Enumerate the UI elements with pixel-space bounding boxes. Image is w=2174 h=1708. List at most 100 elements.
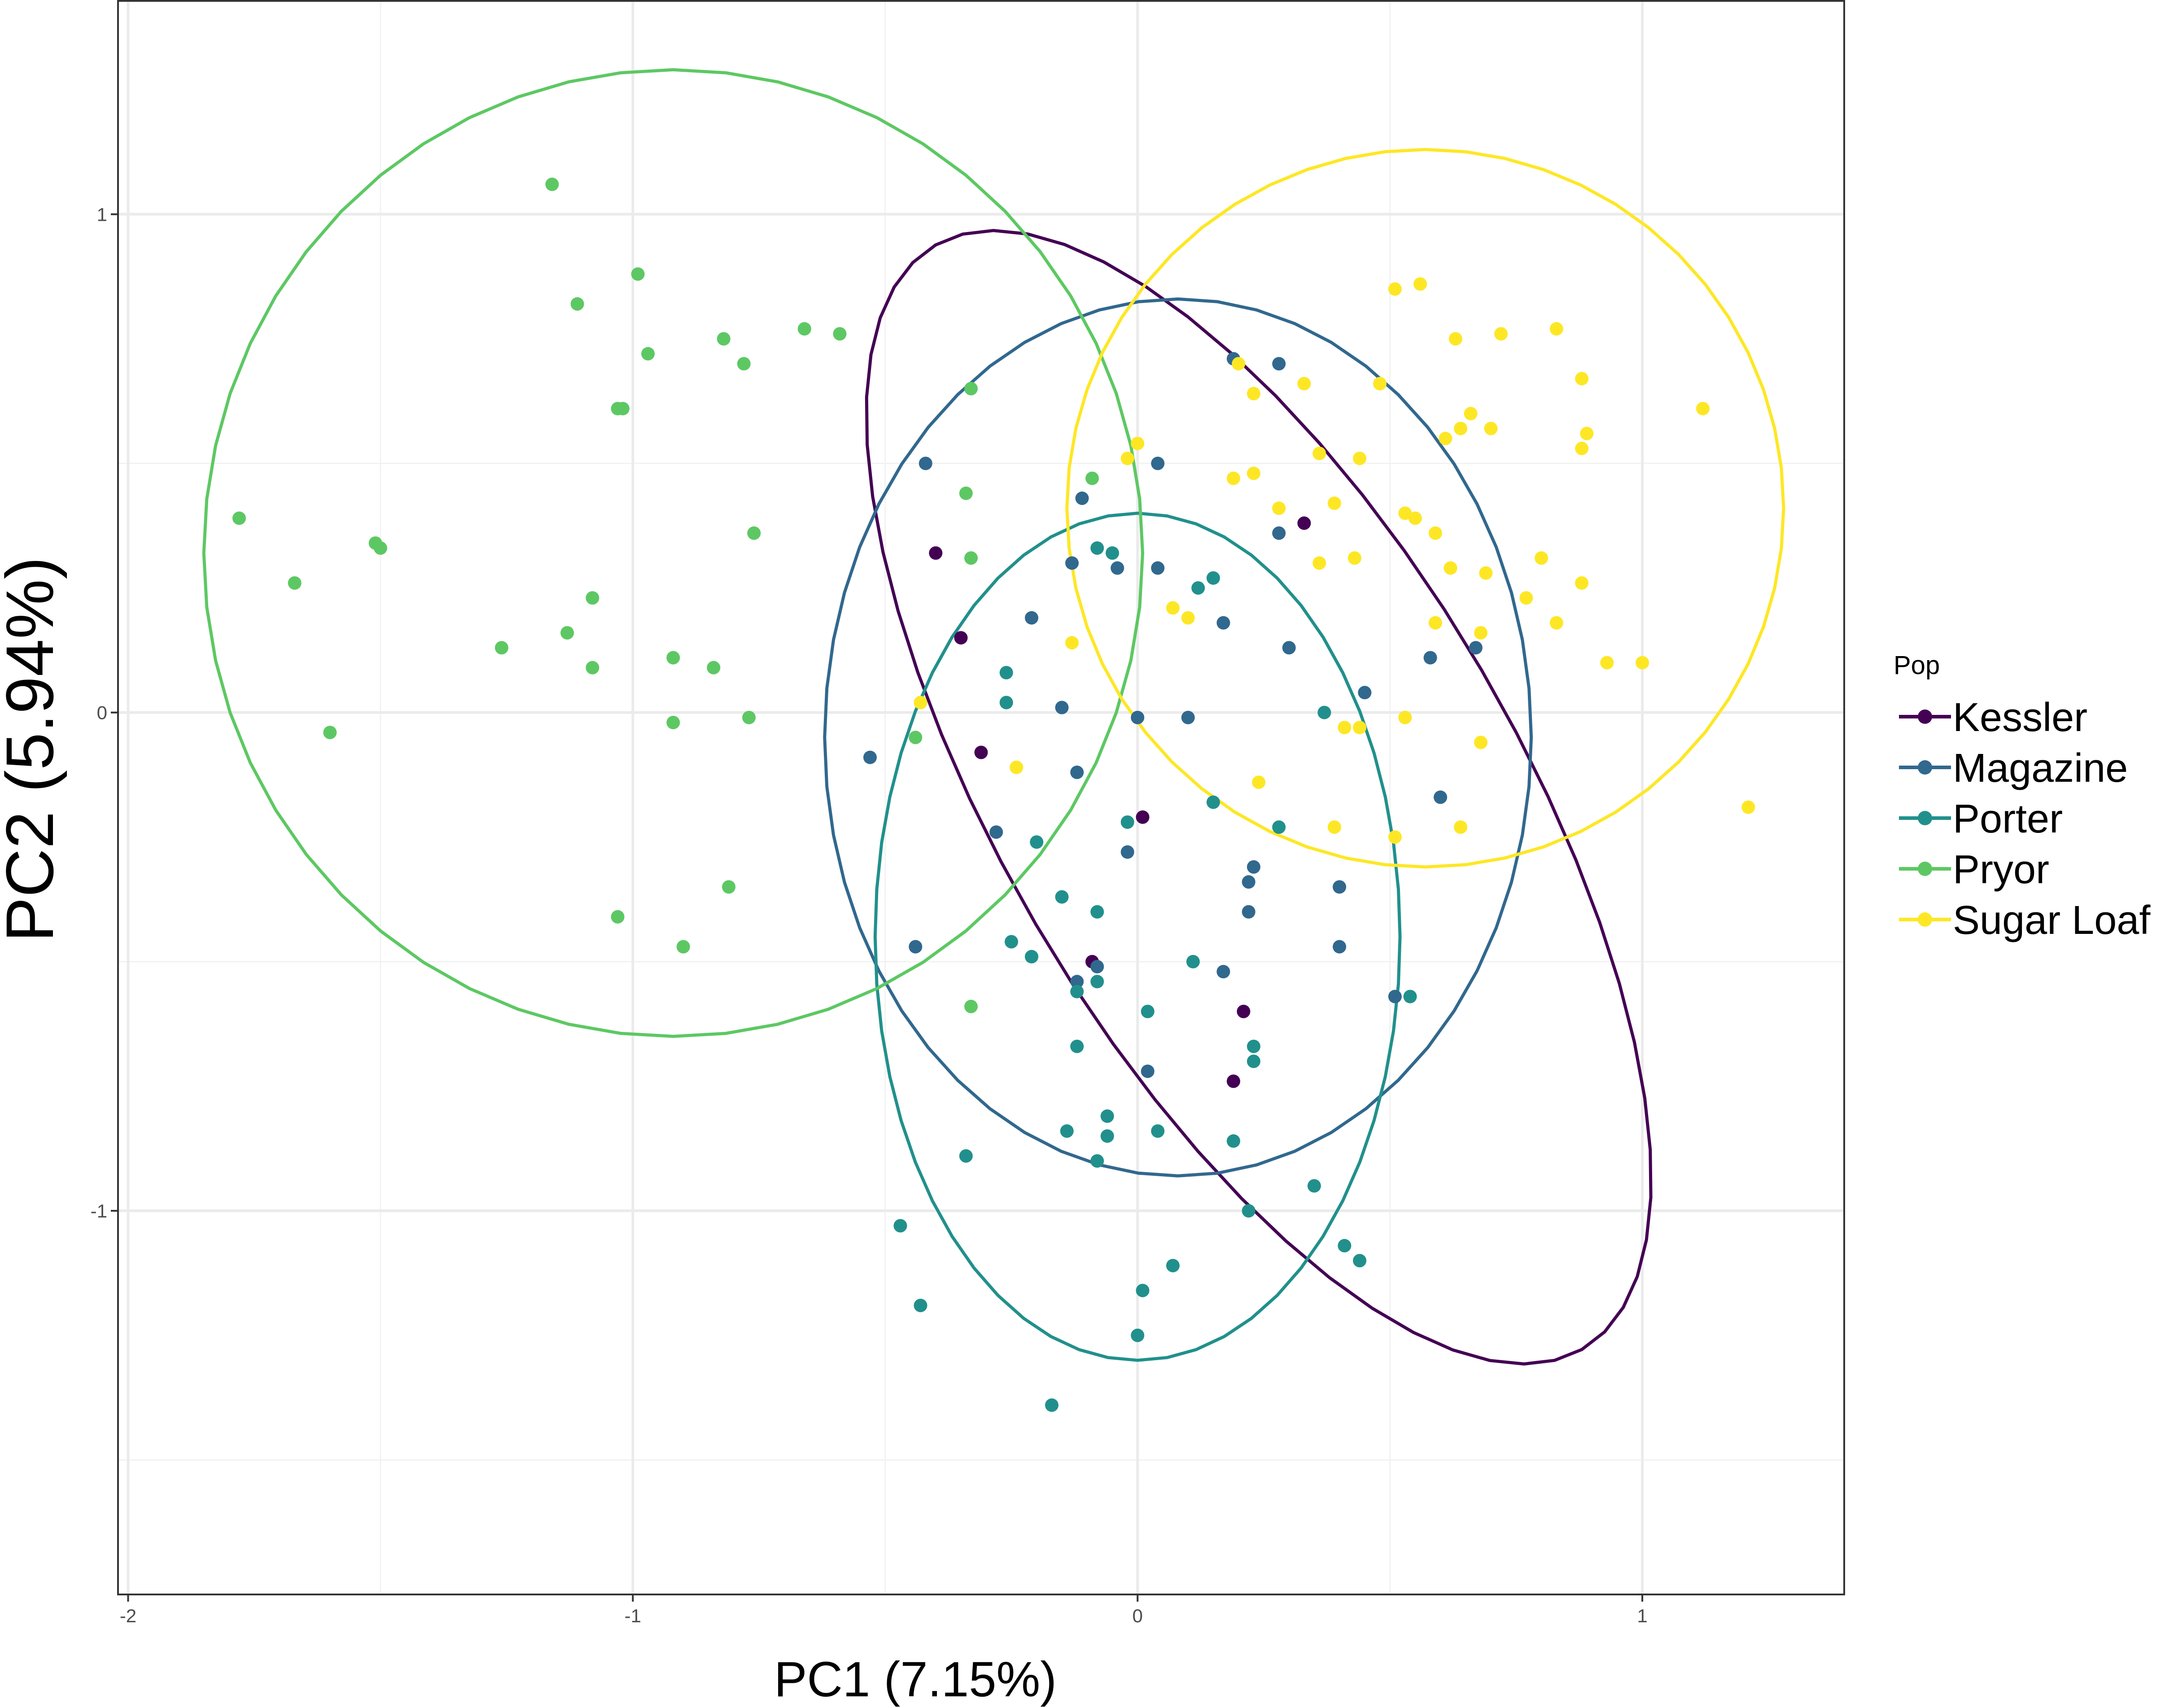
legend-label-pryor: Pryor <box>1953 847 2049 892</box>
point-porter <box>1338 1239 1352 1253</box>
point-sugar-loaf <box>1398 710 1412 724</box>
point-sugar-loaf <box>1338 721 1352 735</box>
point-porter <box>1317 705 1331 719</box>
point-sugar-loaf <box>1010 760 1024 774</box>
point-kessler <box>974 745 988 759</box>
point-porter <box>1226 1134 1240 1148</box>
point-magazine <box>1247 860 1260 874</box>
point-porter <box>999 696 1013 709</box>
point-sugar-loaf <box>1353 721 1367 735</box>
point-magazine <box>919 456 932 470</box>
point-sugar-loaf <box>1549 616 1563 630</box>
point-sugar-loaf <box>1474 736 1488 749</box>
point-porter <box>1166 1259 1180 1273</box>
grid-minor <box>118 0 1844 1594</box>
point-sugar-loaf <box>1181 611 1195 625</box>
point-sugar-loaf <box>1464 407 1478 420</box>
point-pryor <box>611 402 625 416</box>
point-magazine <box>1025 611 1038 625</box>
point-pryor <box>833 327 847 341</box>
legend-key-point-kessler <box>1918 709 1932 724</box>
point-sugar-loaf <box>1519 591 1533 605</box>
point-magazine <box>1111 561 1124 575</box>
point-magazine <box>1070 766 1084 779</box>
point-porter <box>1090 541 1104 555</box>
point-magazine <box>1181 710 1195 724</box>
point-kessler <box>1297 516 1311 530</box>
point-sugar-loaf <box>1388 282 1402 296</box>
point-pryor <box>964 551 978 565</box>
point-sugar-loaf <box>1549 322 1563 336</box>
point-pryor <box>797 322 811 336</box>
confidence-ellipses <box>202 68 1785 1366</box>
point-sugar-loaf <box>1327 820 1341 834</box>
point-pryor <box>611 910 625 924</box>
legend-key-point-magazine <box>1918 760 1932 775</box>
point-porter <box>1090 905 1104 919</box>
x-tick-label: 1 <box>1637 1605 1647 1626</box>
point-porter <box>1070 985 1084 999</box>
point-magazine <box>1151 561 1165 575</box>
point-pryor <box>288 576 302 590</box>
point-pryor <box>631 267 645 281</box>
legend-key-point-porter <box>1918 811 1932 825</box>
legend-label-sugar-loaf: Sugar Loaf <box>1953 898 2151 943</box>
point-magazine <box>1216 616 1230 630</box>
point-porter <box>1206 795 1220 809</box>
point-magazine <box>1242 905 1255 919</box>
ellipse-magazine <box>823 297 1533 1178</box>
point-sugar-loaf <box>1388 830 1402 844</box>
point-pryor <box>742 710 756 724</box>
point-sugar-loaf <box>1232 357 1246 371</box>
ellipse-pryor <box>202 68 1144 1038</box>
grid-major <box>118 0 1844 1594</box>
point-pryor <box>494 641 508 655</box>
point-porter <box>1151 1124 1165 1138</box>
point-porter <box>1106 546 1119 560</box>
point-porter <box>959 1149 973 1163</box>
point-magazine <box>1090 960 1104 973</box>
point-sugar-loaf <box>1636 656 1649 670</box>
point-magazine <box>1065 556 1079 570</box>
point-magazine <box>1358 686 1372 700</box>
point-sugar-loaf <box>1373 377 1387 390</box>
point-sugar-loaf <box>1312 556 1326 570</box>
point-magazine <box>1333 880 1347 894</box>
point-porter <box>999 666 1013 679</box>
point-sugar-loaf <box>1439 432 1452 446</box>
ellipse-kessler <box>865 229 1653 1366</box>
ellipse-porter <box>873 512 1402 1362</box>
point-sugar-loaf <box>1696 402 1710 416</box>
point-sugar-loaf <box>1479 566 1493 580</box>
point-porter <box>1005 935 1018 949</box>
point-magazine <box>1075 491 1089 505</box>
point-sugar-loaf <box>1247 387 1260 401</box>
point-kessler <box>1237 1004 1251 1018</box>
plot-panel-border <box>117 0 1845 1595</box>
point-porter <box>1060 1124 1074 1138</box>
point-magazine <box>909 940 923 954</box>
point-sugar-loaf <box>1347 551 1361 565</box>
point-sugar-loaf <box>1454 421 1468 435</box>
point-porter <box>1070 1039 1084 1053</box>
point-pryor <box>545 177 559 191</box>
legend-label-magazine: Magazine <box>1953 746 2128 791</box>
point-porter <box>1136 1283 1150 1297</box>
legend-title: Pop <box>1894 651 1940 680</box>
point-porter <box>1100 1109 1114 1123</box>
point-kessler <box>1226 1074 1240 1088</box>
point-porter <box>914 1299 927 1312</box>
point-sugar-loaf <box>1226 471 1240 485</box>
point-sugar-loaf <box>1535 551 1548 565</box>
point-sugar-loaf <box>1252 775 1266 789</box>
point-magazine <box>1434 790 1448 804</box>
point-kessler <box>1136 810 1150 824</box>
y-tick-label: 0 <box>97 702 107 723</box>
point-sugar-loaf <box>1312 447 1326 460</box>
point-porter <box>1090 1154 1104 1168</box>
point-sugar-loaf <box>1454 820 1468 834</box>
point-pryor <box>717 332 730 346</box>
point-sugar-loaf <box>1247 466 1260 480</box>
